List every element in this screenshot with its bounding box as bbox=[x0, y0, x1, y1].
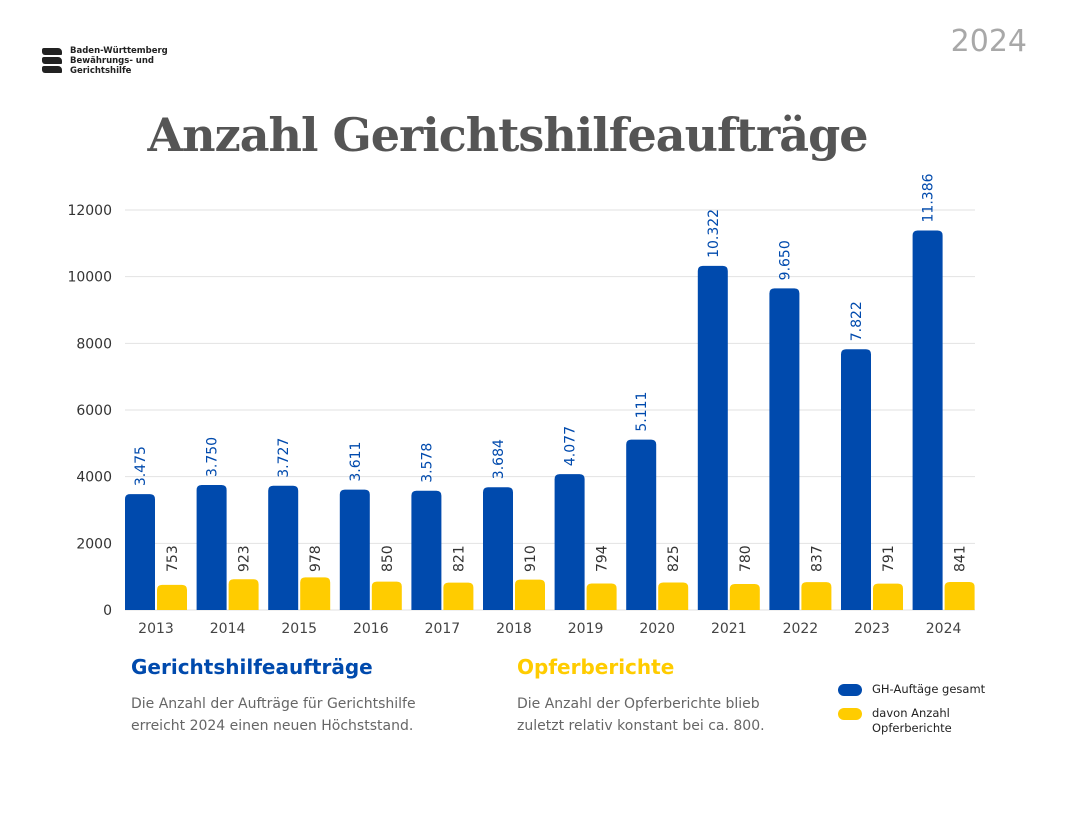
y-tick-label: 0 bbox=[103, 603, 112, 619]
x-tick-label: 2013 bbox=[138, 621, 174, 637]
data-label: 7.822 bbox=[849, 301, 865, 341]
bar-opferberichte bbox=[873, 583, 903, 610]
bar-gh-gesamt bbox=[268, 485, 299, 610]
bar-gh-gesamt bbox=[697, 265, 728, 610]
x-tick-label: 2023 bbox=[854, 621, 890, 637]
x-tick-label: 2024 bbox=[926, 621, 962, 637]
legend: GH-Auftäge gesamt davon Anzahl Opferberi… bbox=[838, 682, 985, 736]
bar-opferberichte bbox=[300, 577, 331, 610]
lion-emblem-icon bbox=[42, 46, 62, 76]
x-tick-label: 2018 bbox=[496, 621, 532, 637]
logo-line: Gerichtshilfe bbox=[70, 66, 132, 76]
bar-opferberichte bbox=[658, 582, 689, 610]
bar-chart: 0 2000 4000 6000 8000 10000 12000 2013 3.475 753 2… bbox=[67, 173, 975, 637]
bar-gh-gesamt bbox=[196, 485, 227, 610]
x-tick-label: 2016 bbox=[353, 621, 389, 637]
section-text: Die Anzahl der Aufträge für Gerichtshilf… bbox=[131, 696, 416, 734]
data-label: 3.750 bbox=[205, 437, 221, 477]
bar-opferberichte bbox=[157, 584, 187, 610]
data-label: 3.475 bbox=[133, 446, 149, 486]
x-tick-label: 2021 bbox=[711, 621, 747, 637]
x-tick-label: 2017 bbox=[425, 621, 461, 637]
legend-item: GH-Auftäge gesamt bbox=[838, 682, 985, 696]
x-tick-label: 2015 bbox=[281, 621, 317, 637]
data-label: 3.611 bbox=[348, 442, 364, 482]
data-label: 825 bbox=[666, 545, 682, 572]
data-label: 794 bbox=[595, 545, 611, 572]
bar-gh-gesamt bbox=[411, 490, 442, 610]
section-text: Die Anzahl der Opferberichte blieb zulet… bbox=[517, 696, 765, 734]
legend-label: GH-Auftäge gesamt bbox=[872, 682, 986, 696]
bar-opferberichte bbox=[586, 583, 617, 610]
bar-opferberichte bbox=[515, 579, 545, 610]
data-label: 9.650 bbox=[777, 240, 793, 280]
data-label: 5.111 bbox=[634, 392, 650, 432]
legend-label: davon Anzahl Opferberichte bbox=[872, 706, 952, 735]
logo-line: Bewährungs- und bbox=[70, 56, 154, 66]
data-label: 978 bbox=[308, 545, 324, 572]
bar-opferberichte bbox=[944, 581, 975, 610]
data-label: 923 bbox=[237, 545, 253, 572]
data-label: 3.684 bbox=[491, 439, 507, 479]
data-label: 841 bbox=[953, 545, 969, 572]
bar-gh-gesamt bbox=[339, 489, 370, 610]
bar-gh-gesamt bbox=[554, 474, 585, 610]
y-tick-label: 10000 bbox=[67, 270, 112, 286]
data-label: 850 bbox=[380, 545, 396, 572]
section-gh: Gerichtshilfeaufträge Die Anzahl der Auf… bbox=[131, 655, 451, 737]
data-label: 3.727 bbox=[276, 438, 292, 478]
data-label: 821 bbox=[451, 545, 467, 572]
bar-gh-gesamt bbox=[125, 494, 155, 610]
data-label: 10.322 bbox=[706, 209, 722, 258]
bar-gh-gesamt bbox=[483, 487, 513, 610]
y-tick-label: 2000 bbox=[76, 536, 112, 552]
bar-opferberichte bbox=[371, 581, 402, 610]
y-tick-label: 6000 bbox=[76, 403, 112, 419]
logo: Baden-Württemberg Bewährungs- und Gerich… bbox=[42, 46, 168, 76]
section-heading: Gerichtshilfeaufträge bbox=[131, 655, 373, 679]
y-tick-label: 8000 bbox=[76, 336, 112, 352]
bar-gh-gesamt bbox=[841, 349, 871, 610]
bar-opferberichte bbox=[729, 584, 760, 610]
legend-swatch-blue bbox=[838, 684, 862, 696]
legend-item: davon Anzahl Opferberichte bbox=[838, 706, 958, 736]
data-label: 910 bbox=[523, 545, 539, 572]
bar-opferberichte bbox=[801, 582, 832, 610]
data-label: 753 bbox=[165, 545, 181, 572]
bar-gh-gesamt bbox=[769, 288, 800, 610]
bar-gh-gesamt bbox=[912, 230, 943, 610]
data-label: 4.077 bbox=[563, 426, 579, 466]
x-tick-label: 2014 bbox=[210, 621, 246, 637]
section-heading: Opferberichte bbox=[517, 655, 675, 679]
x-tick-label: 2019 bbox=[568, 621, 604, 637]
x-tick-label: 2020 bbox=[639, 621, 675, 637]
data-label: 791 bbox=[881, 545, 897, 572]
bar-gh-gesamt bbox=[626, 439, 657, 610]
bar-opferberichte bbox=[443, 582, 474, 610]
data-label: 837 bbox=[809, 545, 825, 572]
data-label: 3.578 bbox=[419, 443, 435, 483]
page-title: Anzahl Gerichtshilfeaufträge bbox=[147, 108, 868, 162]
section-opfer: Opferberichte Die Anzahl der Opferberich… bbox=[517, 655, 807, 737]
legend-swatch-yellow bbox=[838, 708, 862, 720]
year-label: 2024 bbox=[950, 24, 1027, 59]
data-label: 11.386 bbox=[921, 173, 937, 222]
data-label: 780 bbox=[738, 545, 754, 572]
y-tick-label: 12000 bbox=[67, 203, 112, 219]
x-tick-label: 2022 bbox=[783, 621, 819, 637]
y-tick-label: 4000 bbox=[76, 470, 112, 486]
logo-line: Baden-Württemberg bbox=[70, 46, 168, 56]
bar-opferberichte bbox=[228, 579, 259, 610]
